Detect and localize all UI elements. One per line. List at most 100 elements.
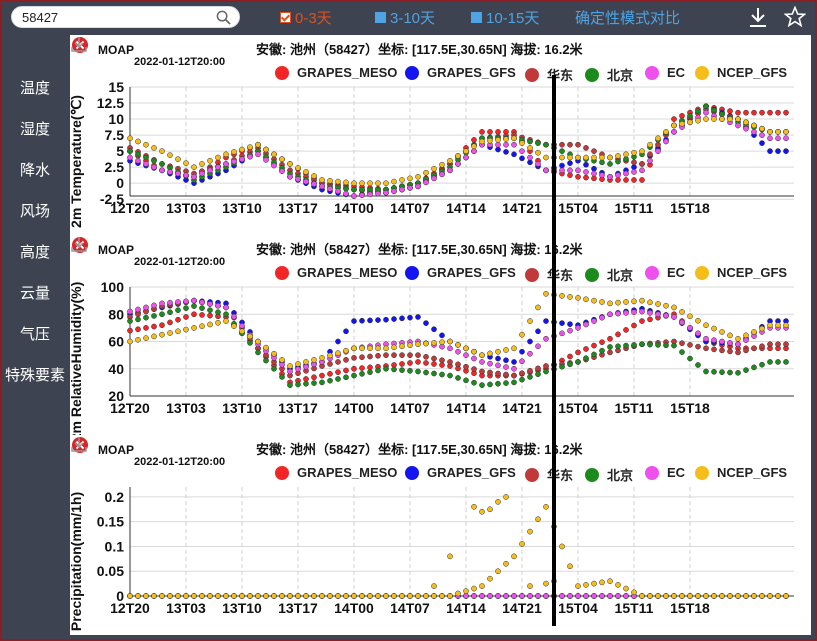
legend-item[interactable]: 北京 (585, 65, 633, 84)
data-point (511, 372, 517, 379)
data-point (263, 157, 269, 163)
checkbox-checked-icon[interactable] (280, 11, 291, 23)
legend-item[interactable]: EC (645, 65, 685, 80)
legend-item[interactable]: GRAPES_MESO (275, 465, 397, 480)
time-cursor-line[interactable] (552, 75, 556, 626)
legend-item[interactable]: GRAPES_GFS (405, 465, 516, 480)
data-point (655, 311, 661, 318)
data-point (679, 349, 685, 355)
search-icon[interactable] (216, 10, 231, 25)
data-point (487, 575, 493, 582)
sidebar-item-precipitation[interactable]: 降水 (19, 162, 50, 179)
legend-dot-icon (525, 467, 539, 482)
data-point (567, 160, 573, 166)
data-point (455, 153, 461, 159)
sidebar-item-wind[interactable]: 风场 (19, 203, 50, 220)
legend-label: 北京 (607, 268, 634, 283)
legend-item[interactable]: NCEP_GFS (695, 465, 787, 480)
data-point (295, 165, 301, 171)
data-point (255, 151, 261, 158)
y-tick-label: 0 (116, 588, 124, 604)
data-point (207, 301, 213, 307)
sidebar-item-height[interactable]: 高度 (19, 244, 50, 261)
sidebar-item-pressure[interactable]: 气压 (19, 326, 50, 343)
data-point (383, 352, 389, 358)
x-tick-label: 13T03 (166, 600, 206, 616)
legend-item[interactable]: GRAPES_MESO (275, 265, 397, 280)
data-point (607, 300, 613, 307)
data-point (407, 342, 413, 349)
checkbox-icon[interactable] (375, 11, 386, 23)
data-point (567, 361, 573, 368)
legend-item[interactable]: NCEP_GFS (695, 265, 787, 280)
search-input[interactable] (22, 9, 212, 25)
data-point (727, 593, 733, 599)
legend-item[interactable]: EC (645, 265, 685, 280)
tab-10-15-days[interactable]: 10-15天 (471, 6, 539, 28)
download-icon[interactable] (747, 6, 769, 28)
star-icon[interactable] (784, 6, 806, 28)
data-point (727, 340, 733, 346)
data-point (383, 593, 389, 599)
data-point (191, 173, 197, 180)
data-point (135, 138, 141, 145)
download-chart-icon[interactable] (70, 235, 88, 253)
sidebar-item-cloud[interactable]: 云量 (19, 285, 50, 302)
data-point (447, 359, 453, 365)
data-point (391, 352, 397, 358)
sidebar-item-humidity[interactable]: 湿度 (19, 121, 50, 138)
tab-0-3-days[interactable]: 0-3天 (280, 6, 332, 28)
legend-item[interactable]: NCEP_GFS (695, 65, 787, 80)
data-point (343, 374, 349, 381)
data-point (679, 309, 685, 315)
data-point (655, 148, 661, 154)
data-point (655, 141, 661, 148)
data-point (335, 593, 341, 599)
sidebar-item-special[interactable]: 特殊要素 (4, 367, 65, 384)
data-point (407, 593, 413, 599)
data-point (135, 157, 141, 164)
data-point (719, 329, 725, 335)
data-point (415, 368, 421, 375)
data-point (527, 145, 533, 151)
data-point (455, 348, 461, 355)
data-point (303, 178, 309, 185)
data-point (415, 314, 421, 320)
model-compare-link[interactable]: 确定性模式对比 (575, 6, 680, 28)
legend-item[interactable]: 北京 (585, 265, 633, 284)
data-point (695, 343, 701, 350)
data-point (471, 143, 477, 150)
legend-item[interactable]: EC (645, 465, 685, 480)
legend-item[interactable]: GRAPES_GFS (405, 265, 516, 280)
data-point (623, 310, 629, 316)
download-chart-icon[interactable] (70, 435, 88, 453)
data-point (647, 341, 653, 348)
data-point (703, 116, 709, 122)
data-point (487, 593, 493, 599)
data-point (159, 593, 165, 599)
data-point (375, 317, 381, 323)
data-point (415, 593, 421, 599)
legend-item[interactable]: GRAPES_GFS (405, 65, 516, 80)
y-tick-label: 5 (116, 143, 124, 159)
data-point (775, 341, 781, 348)
data-point (487, 360, 493, 367)
legend-item[interactable]: GRAPES_MESO (275, 65, 397, 80)
x-tick-label: 15T04 (558, 400, 598, 416)
data-point (719, 116, 725, 122)
sidebar-item-temperature[interactable]: 温度 (19, 80, 50, 97)
data-point (623, 151, 629, 158)
legend-item[interactable]: 北京 (585, 465, 633, 484)
data-point (527, 528, 533, 535)
data-point (663, 342, 669, 349)
station-search[interactable] (11, 6, 240, 28)
data-point (199, 170, 205, 177)
download-chart-icon[interactable] (70, 35, 88, 53)
data-point (383, 316, 389, 323)
checkbox-icon[interactable] (471, 11, 482, 23)
data-point (527, 138, 533, 145)
data-point (527, 583, 533, 589)
data-point (359, 345, 365, 352)
tab-3-10-days[interactable]: 3-10天 (375, 6, 435, 28)
